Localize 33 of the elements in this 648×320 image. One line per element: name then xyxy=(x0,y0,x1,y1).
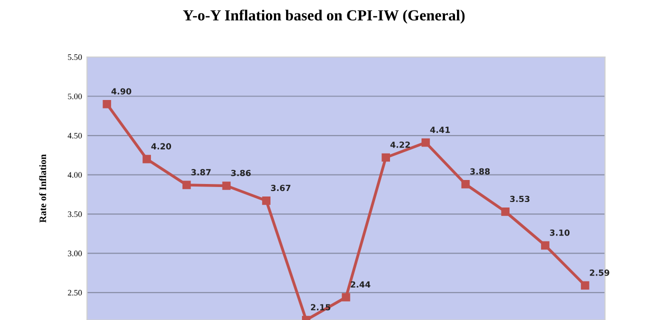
y-tick-label: 2.50 xyxy=(68,290,82,296)
data-label: 2.44 xyxy=(350,281,370,288)
y-tick-label: 3.00 xyxy=(68,250,82,256)
data-label: 4.22 xyxy=(390,142,410,148)
data-label: 3.10 xyxy=(550,230,570,236)
point xyxy=(541,241,550,250)
data-label: 2.59 xyxy=(590,270,610,276)
point xyxy=(262,196,270,205)
point xyxy=(142,154,151,164)
point xyxy=(102,100,112,108)
data-label: 3.67 xyxy=(271,184,290,192)
data-label: 3.86 xyxy=(231,170,251,176)
point xyxy=(342,293,350,302)
data-label: 4.90 xyxy=(111,88,132,94)
point xyxy=(501,207,510,216)
point xyxy=(182,180,191,190)
data-label: 3.88 xyxy=(470,168,490,175)
point xyxy=(382,153,390,162)
y-axis-title: Rate of Inflation xyxy=(39,154,46,223)
y-tick-label: 4.00 xyxy=(68,172,82,178)
data-label: 3.87 xyxy=(191,169,211,176)
point xyxy=(461,180,470,188)
data-label: 3.53 xyxy=(510,196,530,202)
y-tick-label: 5.50 xyxy=(68,54,82,60)
y-tick-label: 4.50 xyxy=(68,132,82,139)
point xyxy=(580,281,590,290)
y-tick-label: 5.00 xyxy=(68,94,82,100)
chart-title: Y-o-Y Inflation based on CPI-IW (General) xyxy=(183,10,465,24)
data-label: 4.41 xyxy=(430,126,450,133)
point xyxy=(222,182,231,190)
point xyxy=(422,138,430,147)
data-label: 4.20 xyxy=(151,143,172,150)
y-tick-label: 3.50 xyxy=(68,211,82,218)
